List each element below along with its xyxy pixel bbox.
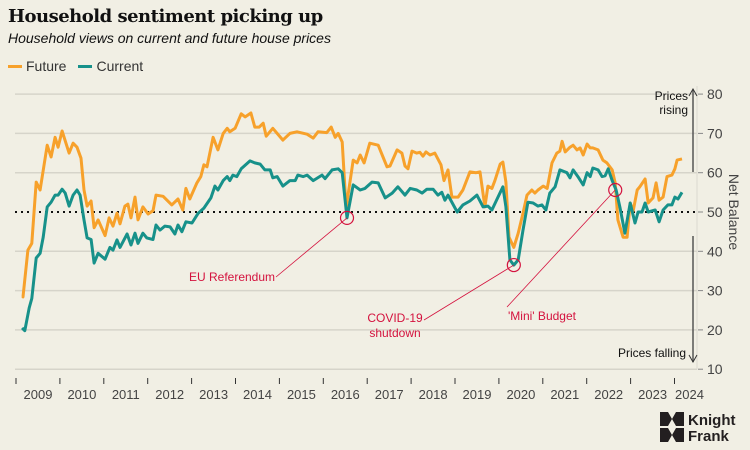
y-tick-label: 10	[707, 361, 723, 377]
x-tick-label: 2018	[419, 387, 448, 402]
chart-subtitle: Household views on current and future ho…	[8, 30, 331, 46]
y-tick-label: 70	[707, 125, 723, 141]
x-tick-label: 2009	[24, 387, 53, 402]
x-tick-label: 2022	[594, 387, 623, 402]
y-tick-label: 40	[707, 243, 723, 259]
prices-rising-label-line2: rising	[659, 103, 688, 117]
x-tick-label: 2014	[243, 387, 272, 402]
gridlines	[15, 86, 698, 370]
annotation-label: EU Referendum	[189, 270, 275, 284]
arrow-down-head	[688, 354, 698, 364]
x-tick-label: 2013	[199, 387, 228, 402]
svg-text:Frank: Frank	[688, 428, 730, 445]
chart-title: Household sentiment picking up	[8, 6, 323, 27]
series-lines	[21, 111, 684, 333]
annotation-leader-line	[506, 189, 616, 308]
x-tick-label: 2020	[506, 387, 535, 402]
annotation-leader-line	[423, 264, 515, 321]
arrow-up-head	[688, 87, 698, 97]
y-tick-label: 50	[707, 204, 723, 220]
x-tick-label: 2024	[675, 387, 704, 402]
y-tick-label: 60	[707, 165, 723, 181]
x-tick-label: 2021	[550, 387, 579, 402]
y-tick-label: 30	[707, 283, 723, 299]
direction-indicators: Prices rising Prices falling	[618, 87, 698, 364]
annotation-marker	[339, 210, 355, 225]
x-tick-label: 2019	[463, 387, 492, 402]
annotation-label: COVID-19	[367, 311, 423, 325]
series-line-current	[21, 159, 684, 333]
x-tick-label: 2012	[155, 387, 184, 402]
prices-rising-label-line1: Prices	[655, 89, 688, 103]
x-axis: 2009 2010 2011 2012 2013 2014 2015 2016 2017 2018…	[15, 378, 704, 402]
y-axis: 10 20 30 40 50 60 70 80	[698, 86, 723, 377]
y-tick-label: 80	[707, 86, 723, 102]
y-tick-label: 20	[707, 322, 723, 338]
x-tick-label: 2015	[287, 387, 316, 402]
annotation-marker	[608, 182, 623, 198]
x-tick-label: 2016	[331, 387, 360, 402]
legend-label-future: Future	[26, 58, 67, 74]
legend: Future Current	[8, 58, 143, 74]
knight-frank-logo: Knight Frank	[660, 412, 735, 445]
y-axis-label: Net Balance	[726, 174, 742, 250]
annotation-label: shutdown	[369, 326, 420, 340]
x-tick-label: 2011	[112, 387, 140, 402]
legend-swatch-current	[78, 64, 93, 68]
annotation-label: 'Mini' Budget	[508, 309, 577, 323]
legend-item-current: Current	[78, 58, 143, 74]
series-line-future	[21, 111, 683, 299]
prices-falling-label: Prices falling	[618, 346, 686, 360]
annotation-marker	[506, 257, 521, 273]
svg-text:Knight: Knight	[688, 412, 735, 429]
x-tick-label: 2023	[638, 387, 667, 402]
x-tick-label: 2010	[67, 387, 96, 402]
annotation-leader-line	[275, 217, 348, 278]
legend-item-future: Future	[8, 58, 66, 74]
legend-label-current: Current	[96, 58, 144, 74]
legend-swatch-future	[8, 64, 22, 68]
x-tick-label: 2017	[375, 387, 404, 402]
